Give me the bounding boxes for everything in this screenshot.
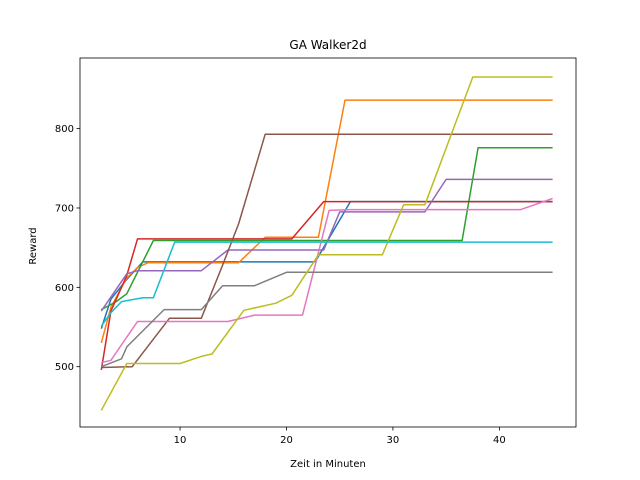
series-line-7 <box>101 197 553 364</box>
series-line-4 <box>100 200 553 371</box>
x-tick-label: 30 <box>387 435 400 446</box>
x-tick-label: 10 <box>174 435 187 446</box>
x-tick-label: 20 <box>280 435 293 446</box>
x-axis-label: Zeit in Minuten <box>290 459 366 470</box>
x-tick-label: 40 <box>493 435 506 446</box>
plot-area: 10 20 30 40 500 600 700 800 <box>55 57 577 446</box>
y-axis-label: Reward <box>28 227 39 264</box>
series-line-5 <box>100 178 553 312</box>
series-line-6 <box>101 133 553 369</box>
y-tick-label: 800 <box>55 124 74 135</box>
y-tick-label: 500 <box>55 362 74 373</box>
y-tick-label: 700 <box>55 203 74 214</box>
y-tick-label: 600 <box>55 283 74 294</box>
series-line-10 <box>100 241 553 327</box>
series-line-8 <box>101 271 553 368</box>
plot-frame <box>79 57 577 428</box>
series-line-9 <box>100 76 553 411</box>
series-line-3 <box>100 146 553 311</box>
chart-title: GA Walker2d <box>289 38 366 52</box>
